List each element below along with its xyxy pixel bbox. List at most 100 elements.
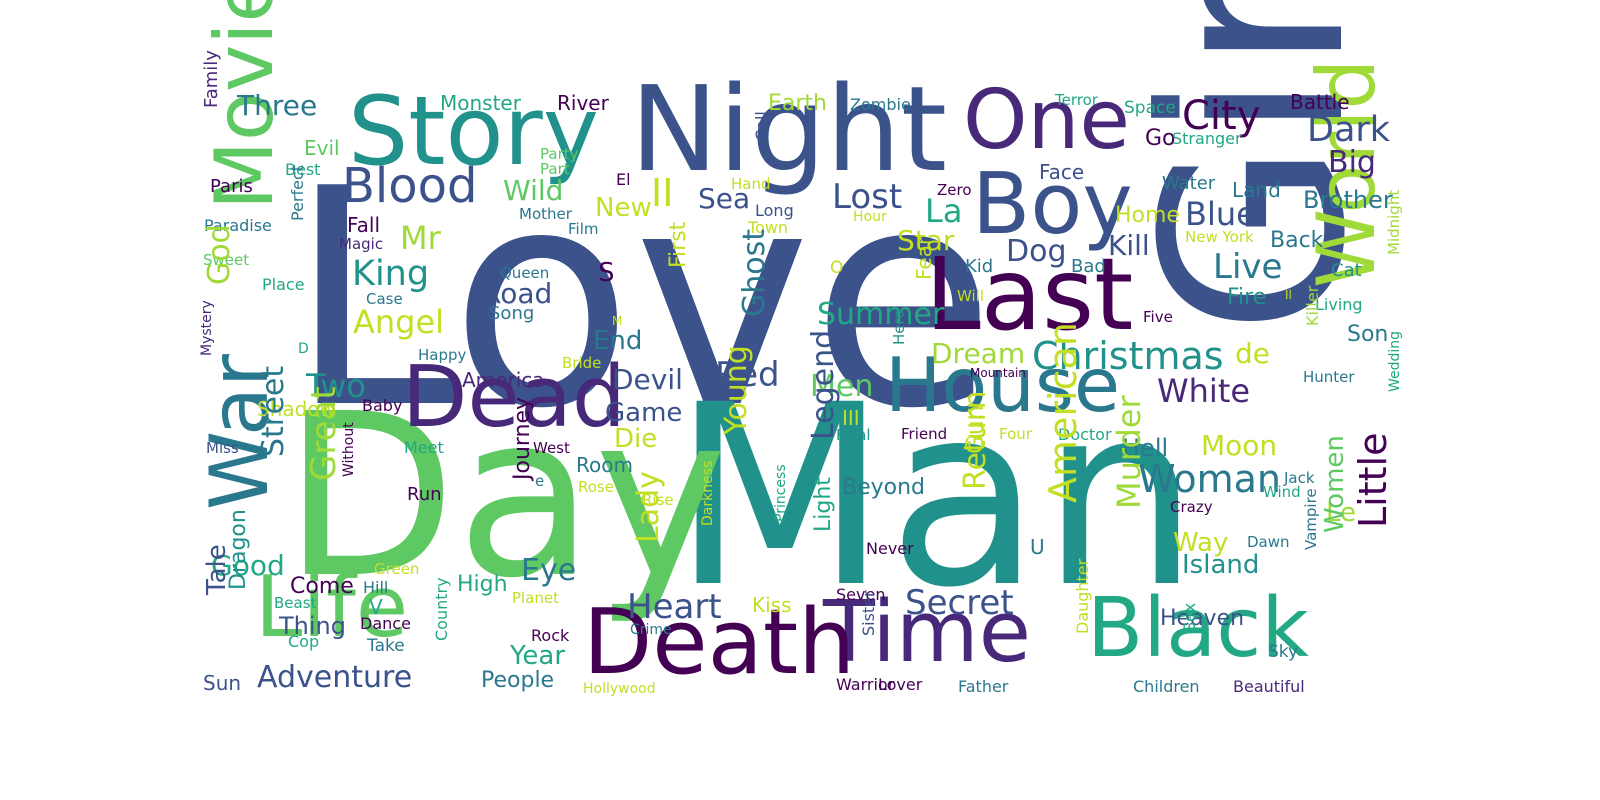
- word-die: Die: [614, 424, 658, 454]
- word-come: Come: [290, 574, 354, 599]
- word-film: Film: [568, 220, 599, 238]
- word-meet: Meet: [404, 438, 444, 457]
- word-boy: Boy: [972, 155, 1133, 254]
- word-cat: Cat: [1331, 260, 1362, 281]
- word-v: V: [369, 595, 383, 619]
- word-city: City: [1182, 93, 1261, 139]
- word-street: Street: [256, 365, 291, 457]
- word-wedding: Wedding: [1387, 330, 1403, 392]
- word-angel: Angel: [353, 303, 445, 341]
- word-great: Great: [304, 386, 344, 481]
- word-two: Two: [306, 367, 366, 405]
- word-river: River: [557, 91, 609, 115]
- word-black: Black: [1087, 581, 1309, 676]
- word-son: Son: [1347, 322, 1389, 347]
- word-baby: Baby: [362, 396, 403, 415]
- word-hour: Hour: [853, 209, 887, 225]
- word-time: Time: [823, 583, 1032, 682]
- word-star: Star: [897, 224, 955, 257]
- word-dance: Dance: [360, 614, 411, 633]
- word-woman: Woman: [1138, 457, 1281, 501]
- word-sex: Sex: [1180, 602, 1199, 632]
- word-thing: Thing: [279, 612, 346, 640]
- word-dawn: Dawn: [1247, 533, 1290, 551]
- word-stranger: Stranger: [1172, 129, 1242, 148]
- word-white: White: [1157, 372, 1251, 410]
- word-death: Death: [583, 590, 856, 695]
- word-el: El: [616, 170, 631, 189]
- word-la: La: [925, 192, 963, 230]
- word-game: Game: [605, 398, 683, 428]
- word-sea: Sea: [698, 182, 751, 215]
- word-queen: Queen: [500, 264, 550, 282]
- word-long: Long: [755, 201, 794, 220]
- word-back: Back: [1270, 228, 1324, 253]
- word-o: O: [830, 258, 844, 278]
- word-christmas: Christmas: [1032, 334, 1224, 378]
- word-hero: Hero: [890, 309, 908, 345]
- word-heart: Heart: [627, 587, 722, 627]
- word-lost: Lost: [832, 177, 903, 217]
- word-good: Good: [211, 549, 285, 582]
- word-d: D: [298, 341, 309, 357]
- word-mr: Mr: [400, 219, 441, 257]
- word-paris: Paris: [210, 176, 253, 197]
- word-eye: Eye: [521, 553, 577, 588]
- word-never: Never: [866, 539, 914, 558]
- word-journey: Journey: [510, 396, 535, 480]
- word-town: Town: [748, 218, 789, 237]
- word-murder: Murder: [1110, 395, 1148, 509]
- word-kiss: Kiss: [752, 593, 792, 617]
- word-princess: Princess: [773, 464, 789, 522]
- word-sister: Sister: [859, 590, 878, 636]
- word-take: Take: [367, 636, 405, 656]
- word-brother: Brother: [1303, 186, 1393, 214]
- word-fear: Fear: [912, 236, 936, 280]
- word-iii: III: [842, 406, 860, 430]
- word-fire: Fire: [1227, 285, 1267, 310]
- word-il: Il: [1285, 288, 1292, 302]
- word-hell: Hell: [1122, 434, 1169, 462]
- word-de: de: [1235, 337, 1270, 370]
- word-mountain: Mountain: [970, 366, 1026, 380]
- word-s: S: [598, 258, 615, 288]
- word-love: Love: [288, 125, 996, 474]
- word-road: Road: [482, 277, 553, 310]
- word-jack: Jack: [1284, 469, 1315, 487]
- word-new: New: [595, 193, 652, 223]
- word-green: Green: [374, 560, 420, 578]
- word-west: West: [533, 439, 570, 457]
- word-vampire: Vampire: [1302, 488, 1320, 550]
- word-terror: Terror: [1055, 91, 1098, 109]
- word-island: Island: [1182, 550, 1260, 580]
- word-hill: Hill: [363, 578, 389, 597]
- word-country: Country: [432, 577, 451, 641]
- word-children: Children: [1133, 677, 1200, 696]
- word-without: Without: [341, 422, 357, 477]
- word-beyond: Beyond: [842, 475, 926, 500]
- word-part: Part: [540, 160, 570, 178]
- word-mother: Mother: [519, 205, 572, 223]
- word-kill: Kill: [1108, 229, 1150, 262]
- word-moon: Moon: [1201, 429, 1278, 462]
- word-high: High: [457, 572, 508, 597]
- word-shadow: Shadow: [257, 397, 336, 421]
- word-u: U: [1030, 535, 1045, 559]
- word-evil: Evil: [304, 136, 340, 160]
- word-blue: Blue: [1185, 195, 1256, 233]
- word-hollywood: Hollywood: [583, 681, 656, 697]
- word-monster: Monster: [440, 91, 521, 115]
- word-summer: Summer: [817, 297, 945, 332]
- word-face: Face: [1039, 160, 1085, 184]
- word-party: Party: [540, 145, 579, 163]
- word-man: Man: [672, 351, 1200, 642]
- word-adventure: Adventure: [257, 660, 413, 695]
- word-live: Live: [1213, 247, 1283, 287]
- word-le: Le: [1326, 498, 1357, 528]
- word-men: Men: [810, 369, 874, 404]
- word-return: Return: [958, 390, 993, 490]
- word-magic: Magic: [339, 235, 384, 253]
- word-dog: Dog: [1006, 234, 1067, 269]
- word-room: Room: [576, 453, 633, 477]
